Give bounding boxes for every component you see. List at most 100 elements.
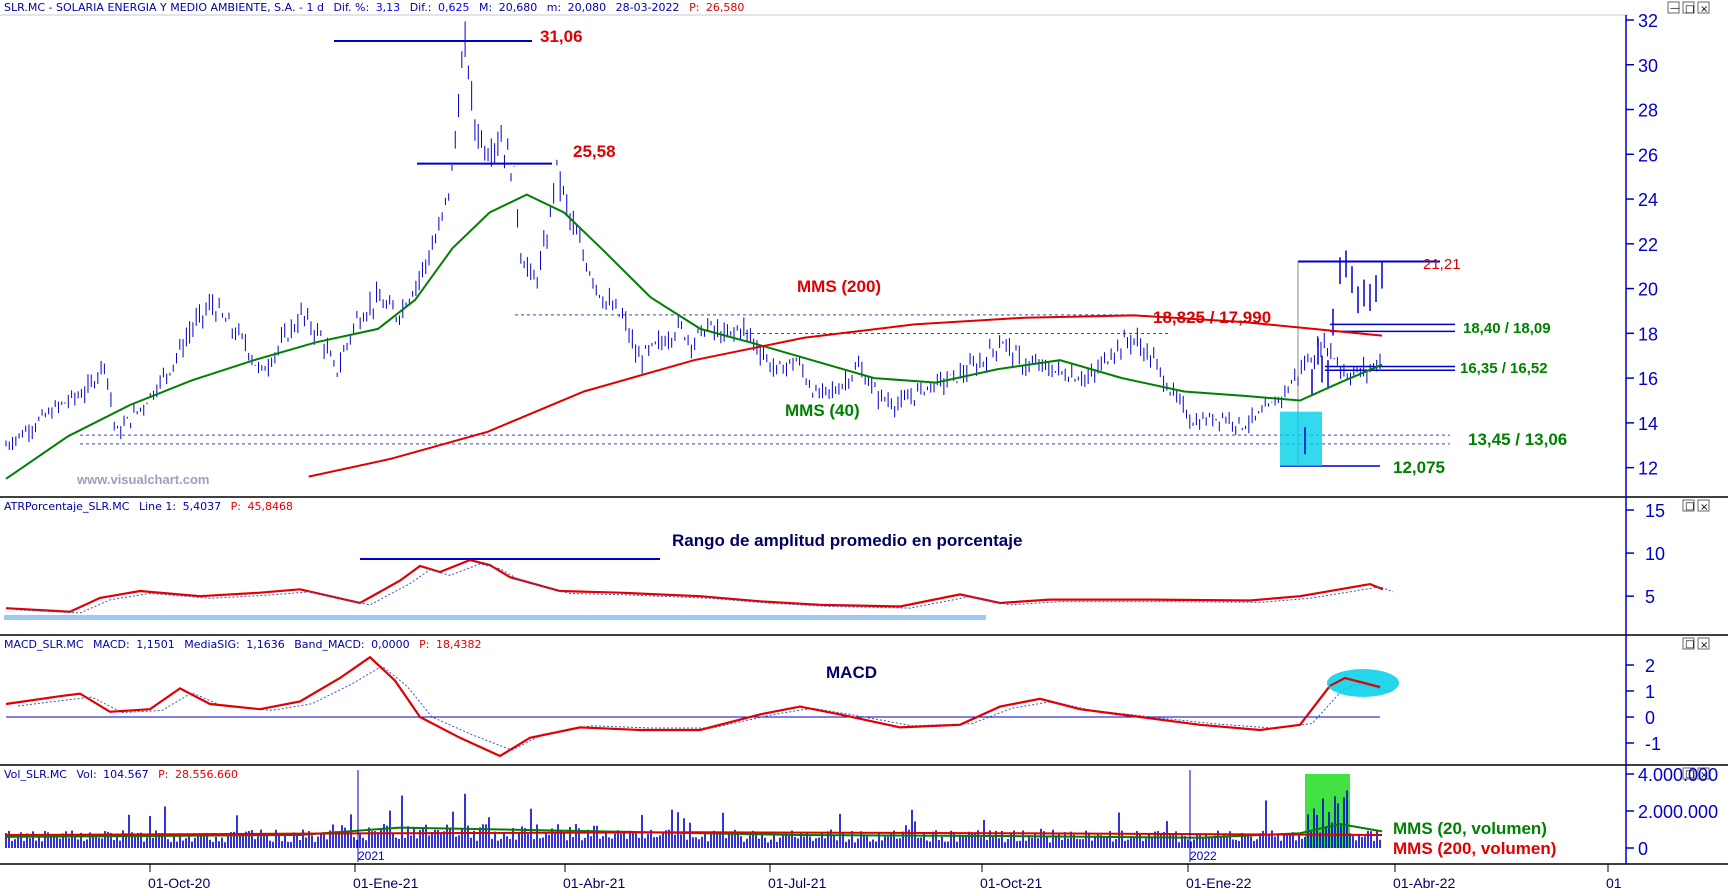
macd-sig-value: 1,1636 — [246, 638, 285, 651]
annotation-support-range: 13,45 / 13,06 — [1468, 430, 1567, 449]
x-axis-label: 01-Oct-21 — [980, 875, 1042, 891]
atr-p-value: 45,8468 — [247, 500, 293, 513]
header-symbol: SLR.MC - SOLARIA ENERGIA Y MEDIO AMBIENT… — [4, 1, 324, 14]
header-min-value: 20,080 — [568, 1, 607, 14]
vol-window-controls[interactable]: □ × — [1682, 767, 1710, 781]
vol-p-label: P: — [158, 768, 168, 781]
annotation-resistance-range: 18,825 / 17,990 — [1153, 308, 1271, 327]
macd-p-label: P: — [419, 638, 429, 651]
macd-panel: 2 1 0 -1 — [5, 655, 1661, 758]
macd-band-value: 0,0000 — [371, 638, 410, 651]
vol-y-tick-label: 2.000.000 — [1638, 802, 1718, 822]
price-y-axis: 12 14 16 18 20 22 24 26 28 30 32 — [1626, 11, 1658, 479]
macd-window-controls[interactable]: □ × — [1682, 637, 1710, 651]
atr-y-tick-label: 5 — [1645, 587, 1655, 607]
macd-sig-label: MediaSIG: — [184, 638, 240, 651]
header-difpct-label: Dif. %: — [333, 1, 369, 14]
vol-year-label: 2022 — [1190, 849, 1217, 863]
vol-header: Vol_SLR.MC Vol: 104.567 P: 28.556.660 — [4, 768, 238, 781]
macd-band-label: Band_MACD: — [294, 638, 364, 651]
x-axis-label: 01 — [1606, 875, 1622, 891]
macd-y-tick-label: -1 — [1645, 734, 1661, 754]
macd-line — [5, 655, 1381, 758]
price-y-tick-label: 30 — [1638, 56, 1658, 76]
header-max-label: M: — [479, 1, 492, 14]
header-last-label: P: — [689, 1, 699, 14]
vol-y-tick-label: 4.000.000 — [1638, 765, 1718, 785]
macd-y-tick-label: 1 — [1645, 682, 1655, 702]
macd-line-tail — [1329, 676, 1381, 689]
price-y-tick-label: 26 — [1638, 145, 1658, 165]
atr-line-label: Line 1: — [139, 500, 176, 513]
atr-line — [5, 558, 1384, 613]
macd-label: MACD: — [93, 638, 130, 651]
atr-baseline-band — [4, 615, 986, 620]
volume-panel: 0 2.000.000 4.000.000 2021 2022 — [5, 765, 1718, 863]
macd-header: MACD_SLR.MC MACD: 1,1501 MediaSIG: 1,163… — [4, 638, 481, 651]
watermark: www.visualchart.com — [76, 472, 209, 487]
header-date: 28-03-2022 — [616, 1, 680, 14]
price-y-tick-label: 24 — [1638, 190, 1658, 210]
price-y-tick-label: 28 — [1638, 101, 1658, 121]
atr-header: ATRPorcentaje_SLR.MC Line 1: 5,4037 P: 4… — [4, 500, 293, 513]
price-header-bar — [0, 0, 1728, 16]
x-axis-label: 01-Abr-22 — [1393, 875, 1455, 891]
atr-panel: 5 10 15 — [4, 501, 1665, 620]
header-dif-value: 0,625 — [438, 1, 470, 14]
x-axis-label: 01-Abr-21 — [563, 875, 625, 891]
vol-year-label: 2021 — [358, 849, 385, 863]
annotation-peak-high: 31,06 — [540, 27, 583, 46]
macd-y-tick-label: 2 — [1645, 656, 1655, 676]
header-dif-label: Dif.: — [410, 1, 432, 14]
price-moving-averages — [5, 193, 1383, 480]
svg-text:□: □ — [1685, 4, 1694, 15]
svg-text:□: □ — [1685, 639, 1694, 650]
vol-mms20-line — [5, 822, 1383, 839]
vol-legend-mms200: MMS (200, volumen) — [1393, 839, 1556, 858]
atr-signal-line — [15, 563, 1394, 614]
atr-window-controls[interactable]: □ × — [1682, 499, 1710, 513]
svg-text:□: □ — [1685, 501, 1694, 512]
highlight-cyan-low — [1280, 411, 1322, 466]
price-y-tick-label: 14 — [1638, 414, 1658, 434]
atr-name: ATRPorcentaje_SLR.MC — [4, 500, 130, 513]
vol-label: Vol: — [77, 768, 97, 781]
header-last-value: 26,580 — [706, 1, 745, 14]
price-y-tick-label: 12 — [1638, 459, 1658, 479]
vol-mms200-line — [5, 831, 1383, 836]
annotation-mms40: MMS (40) — [785, 401, 860, 420]
annotation-mms200: MMS (200) — [797, 277, 881, 296]
svg-text:×: × — [1700, 502, 1708, 513]
svg-text:□: □ — [1685, 769, 1694, 780]
vol-p-value: 28.556.660 — [175, 768, 238, 781]
atr-line-value: 5,4037 — [183, 500, 222, 513]
x-axis-label: 01-Ene-21 — [353, 875, 419, 891]
vol-legend-mms20: MMS (20, volumen) — [1393, 819, 1547, 838]
svg-text:×: × — [1700, 4, 1708, 15]
price-y-tick-label: 22 — [1638, 235, 1658, 255]
vol-name: Vol_SLR.MC — [4, 768, 67, 781]
vol-value: 104.567 — [103, 768, 149, 781]
price-window-controls[interactable]: — □ × — [1667, 1, 1710, 15]
annotation-level-1840: 18,40 / 18,09 — [1463, 320, 1551, 337]
annotation-recent-low: 12,075 — [1393, 458, 1445, 477]
price-y-tick-label: 20 — [1638, 280, 1658, 300]
x-axis-label: 01-Oct-20 — [148, 875, 210, 891]
price-level-lines — [80, 40, 1455, 467]
mms200-line — [308, 314, 1383, 478]
price-y-tick-label: 16 — [1638, 369, 1658, 389]
macd-y-tick-label: 0 — [1645, 708, 1655, 728]
annotation-second-high: 25,58 — [573, 142, 616, 161]
atr-y-tick-label: 10 — [1645, 544, 1665, 564]
svg-text:×: × — [1700, 640, 1708, 651]
price-y-tick-label: 32 — [1638, 11, 1658, 31]
price-y-tick-label: 18 — [1638, 324, 1658, 344]
x-axis-label: 01-Ene-22 — [1186, 875, 1252, 891]
annotation-level-1635: 16,35 / 16,52 — [1460, 360, 1548, 377]
annotation-recent-high: 21,21 — [1423, 256, 1461, 273]
atr-title: Rango de amplitud promedio en porcentaje — [672, 531, 1022, 550]
header-min-label: m: — [547, 1, 561, 14]
macd-name: MACD_SLR.MC — [4, 638, 84, 651]
x-axis-label: 01-Jul-21 — [768, 875, 827, 891]
